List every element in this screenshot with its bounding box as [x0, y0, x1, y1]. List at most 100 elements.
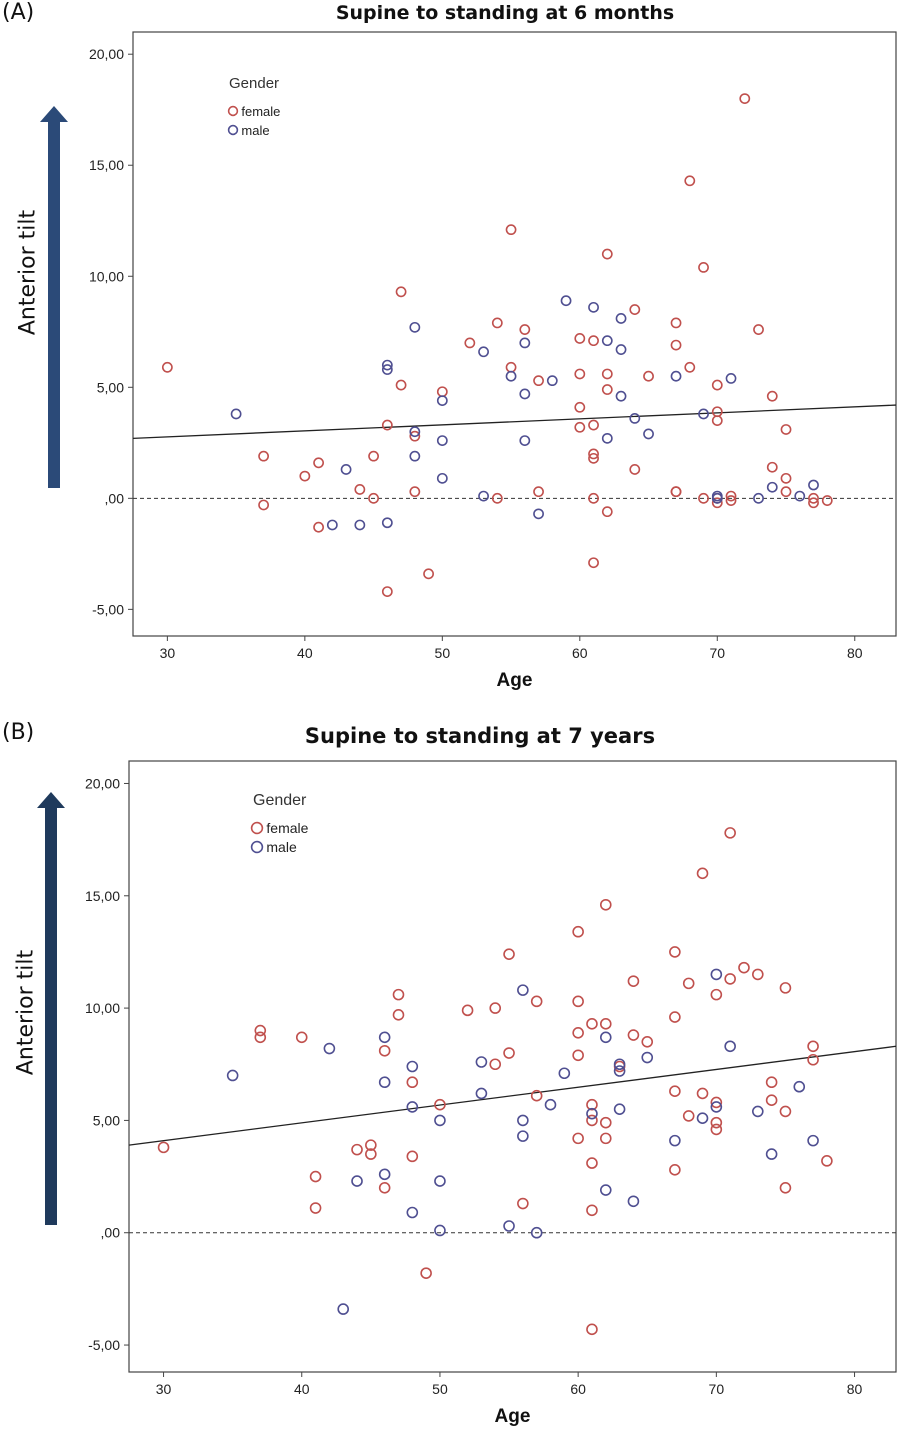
- male-point: [710, 1101, 723, 1113]
- female-point: [572, 1027, 584, 1039]
- female-point: [572, 925, 584, 938]
- male-point: [517, 1114, 529, 1127]
- female-point: [434, 1098, 446, 1111]
- x-tick-label: 40: [294, 1381, 310, 1397]
- scatter-plot-a: -5,00 ,00 5,00 10,00 15,00 20,00 30 40 50 60 70 80 A…: [40, 31, 897, 691]
- male-point: [351, 1175, 363, 1187]
- male-point: [710, 968, 723, 981]
- male-point: [613, 1065, 626, 1077]
- x-tick-label: 80: [847, 1381, 863, 1397]
- female-point: [530, 1089, 543, 1102]
- legend-marker-female: [250, 821, 264, 835]
- female-point: [533, 486, 544, 498]
- female-point: [780, 472, 792, 484]
- male-point: [434, 1224, 446, 1237]
- male-point: [406, 1101, 419, 1113]
- female-point: [641, 1035, 654, 1048]
- legend-label-female: female: [241, 104, 280, 119]
- female-point: [669, 1011, 681, 1023]
- male-point: [698, 408, 709, 420]
- arrow-head: [40, 106, 68, 122]
- female-point: [669, 946, 681, 958]
- male-point: [436, 472, 448, 484]
- female-point: [530, 995, 543, 1008]
- male-point: [475, 1056, 488, 1068]
- female-point: [629, 464, 641, 475]
- female-point: [780, 486, 792, 498]
- female-point: [684, 361, 696, 373]
- male-point: [378, 1168, 391, 1181]
- female-point: [574, 333, 586, 344]
- male-point: [519, 435, 531, 446]
- female-point: [586, 1098, 598, 1111]
- male-point: [711, 492, 723, 504]
- female-point: [313, 521, 324, 533]
- x-tick-label: 70: [709, 645, 725, 661]
- male-point: [643, 428, 654, 440]
- female-point: [821, 495, 833, 506]
- female-point: [368, 450, 379, 462]
- female-point: [517, 1197, 529, 1210]
- male-point: [409, 450, 421, 462]
- female-point: [586, 1204, 598, 1217]
- female-point: [710, 1096, 723, 1109]
- chart-title: Supine to standing at 7 years: [304, 724, 656, 748]
- female-point: [392, 988, 405, 1001]
- male-point: [226, 1069, 239, 1082]
- female-point: [409, 486, 421, 498]
- male-point: [641, 1051, 654, 1064]
- female-point: [489, 1058, 502, 1071]
- male-point: [601, 432, 613, 444]
- female-point: [601, 384, 613, 395]
- male-point: [381, 359, 393, 371]
- female-point: [436, 386, 448, 398]
- x-tick-label: 50: [435, 645, 451, 661]
- panel-a: (A) Supine to standing at 6 months Anter…: [0, 0, 900, 700]
- male-point: [613, 1058, 626, 1071]
- male-point: [517, 984, 529, 996]
- female-point: [574, 401, 586, 413]
- female-point: [725, 495, 737, 506]
- x-tick-label: 40: [297, 645, 313, 661]
- female-point: [503, 1047, 515, 1059]
- male-point: [323, 1042, 336, 1055]
- male-point: [434, 1175, 446, 1187]
- female-point: [254, 1031, 267, 1044]
- male-point: [793, 1080, 806, 1093]
- female-point: [601, 368, 613, 380]
- female-point: [698, 261, 709, 273]
- female-point: [766, 461, 778, 473]
- female-point: [779, 1105, 792, 1118]
- male-point: [546, 375, 558, 387]
- arrow-shaft: [45, 806, 57, 1225]
- female-point: [489, 1002, 502, 1014]
- female-point: [599, 1132, 612, 1145]
- female-point: [766, 390, 778, 402]
- female-point: [588, 557, 599, 569]
- male-point: [725, 373, 737, 384]
- female-point: [808, 492, 819, 504]
- male-point: [475, 1087, 488, 1100]
- female-point: [395, 379, 407, 391]
- male-point: [696, 1112, 709, 1124]
- female-point: [258, 499, 270, 511]
- male-point: [615, 344, 627, 355]
- y-tick-label: -5,00: [88, 1337, 120, 1353]
- female-point: [423, 568, 434, 580]
- female-point: [807, 1053, 819, 1066]
- female-point: [409, 430, 421, 442]
- female-point: [821, 1155, 833, 1167]
- female-point: [753, 324, 764, 335]
- female-point: [724, 973, 736, 985]
- female-point: [368, 492, 379, 504]
- y-tick-label: -5,00: [92, 601, 124, 617]
- female-point: [365, 1148, 377, 1160]
- x-tick-label: 80: [847, 645, 863, 661]
- male-point: [752, 1105, 764, 1118]
- female-point: [586, 1157, 598, 1169]
- male-point: [530, 1226, 543, 1239]
- panel-label: (B): [2, 720, 35, 745]
- fit-line: [132, 404, 897, 440]
- female-point: [780, 424, 792, 435]
- male-point: [629, 412, 641, 424]
